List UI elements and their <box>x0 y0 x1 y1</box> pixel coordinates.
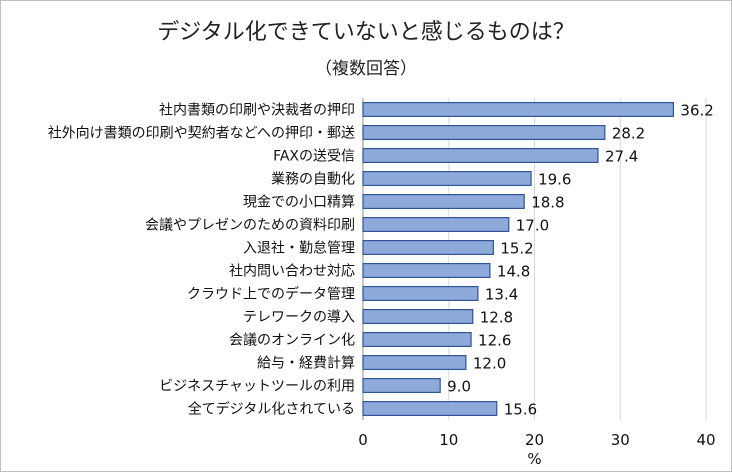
chart-subtitle: （複数回答） <box>315 59 417 79</box>
x-tick-label: 20 <box>525 431 544 449</box>
bar <box>362 401 498 417</box>
labels: 0 10 20 30 40% 社内書類の印刷や決裁者の押印 36.2 社外向け書類の印刷や契約… <box>48 102 716 469</box>
bar <box>362 263 491 279</box>
bar <box>362 194 525 210</box>
x-axis-unit: % <box>527 450 541 468</box>
category-label: 社内問い合わせ対応 <box>229 264 355 280</box>
bar <box>362 240 494 256</box>
bar <box>362 332 472 348</box>
bar <box>362 124 606 140</box>
value-label: 19.6 <box>538 171 571 189</box>
value-label: 12.8 <box>480 309 513 327</box>
value-label: 12.6 <box>478 332 511 350</box>
bar <box>362 217 510 233</box>
value-label: 36.2 <box>680 102 713 120</box>
bar <box>362 378 441 394</box>
category-label: 社外向け書類の印刷や契約者などへの押印・郵送 <box>48 126 355 142</box>
bar <box>362 171 532 187</box>
value-label: 13.4 <box>485 286 518 304</box>
value-label: 15.2 <box>500 240 533 258</box>
value-label: 18.8 <box>531 194 564 212</box>
value-label: 9.0 <box>447 378 471 396</box>
bars <box>362 101 675 417</box>
bar <box>362 355 467 371</box>
x-tick-label: 10 <box>439 431 458 449</box>
x-tick-label: 30 <box>611 431 630 449</box>
bar <box>362 101 675 117</box>
value-label: 17.0 <box>516 217 549 235</box>
category-label: 会議のオンライン化 <box>229 332 355 349</box>
category-label: 社内書類の印刷や決裁者の押印 <box>159 103 355 119</box>
bar <box>362 286 479 302</box>
gridlines <box>362 98 707 420</box>
value-label: 27.4 <box>605 148 638 166</box>
category-label: 入退社・勤怠管理 <box>243 241 355 257</box>
category-label: 全てデジタル化されている <box>188 401 355 418</box>
category-label: 現金での小口精算 <box>243 195 355 211</box>
category-label: 業務の自動化 <box>271 172 355 188</box>
category-label: テレワークの導入 <box>243 310 355 326</box>
category-label: 会議やプレゼンのための資料印刷 <box>145 217 355 234</box>
value-label: 15.6 <box>504 401 537 419</box>
x-tick-label: 40 <box>696 431 715 449</box>
bar <box>362 148 599 164</box>
category-label: クラウド上でのデータ管理 <box>187 286 355 303</box>
category-label: FAXの送受信 <box>273 149 355 165</box>
bar <box>362 309 474 325</box>
value-label: 14.8 <box>497 263 530 281</box>
x-tick-label: 0 <box>358 431 368 449</box>
chart-title: デジタル化できていないと感じるものは？ <box>157 20 575 45</box>
value-label: 12.0 <box>473 355 506 373</box>
value-label: 28.2 <box>612 125 645 143</box>
category-label: 給与・経費計算 <box>257 356 355 372</box>
category-label: ビジネスチャットツールの利用 <box>159 379 355 395</box>
